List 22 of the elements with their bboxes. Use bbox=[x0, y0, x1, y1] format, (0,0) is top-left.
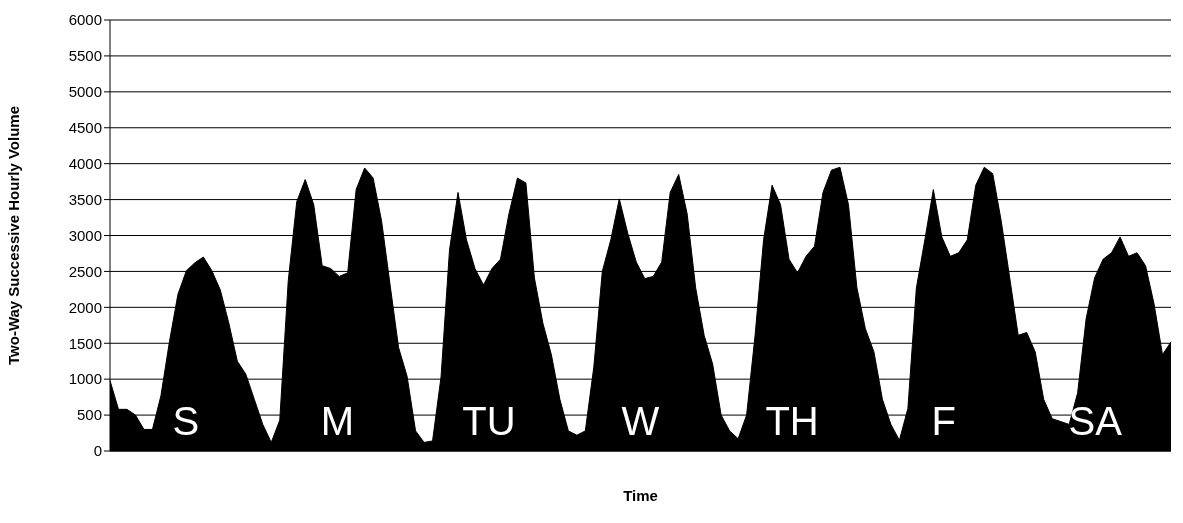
annotation: F bbox=[931, 399, 956, 443]
annotation: S bbox=[172, 399, 200, 443]
y-tick-label: 1000 bbox=[68, 370, 102, 388]
annotation: M bbox=[320, 399, 355, 443]
y-tick-label: 5000 bbox=[68, 83, 102, 101]
annotation: SA bbox=[1068, 399, 1122, 443]
y-tick-label: 5500 bbox=[68, 47, 102, 65]
y-tick-label: 4500 bbox=[68, 119, 102, 137]
annotation: TU bbox=[462, 399, 516, 443]
y-tick-label: 6000 bbox=[68, 11, 102, 29]
annotation: W bbox=[621, 399, 660, 443]
y-axis-title: Two-Way Successive Hourly Volume bbox=[5, 106, 23, 365]
y-tick-label: 500 bbox=[76, 406, 102, 424]
annotation: TH bbox=[765, 399, 819, 443]
y-tick-label: 2000 bbox=[68, 298, 102, 316]
x-axis-title: Time bbox=[623, 487, 658, 504]
y-tick-label: 2500 bbox=[68, 262, 102, 280]
y-tick-label: 3000 bbox=[68, 226, 102, 244]
y-tick-label: 4000 bbox=[68, 154, 102, 172]
y-tick-label: 0 bbox=[93, 442, 102, 460]
y-tick-label: 1500 bbox=[68, 334, 102, 352]
y-tick-label: 3500 bbox=[68, 190, 102, 208]
